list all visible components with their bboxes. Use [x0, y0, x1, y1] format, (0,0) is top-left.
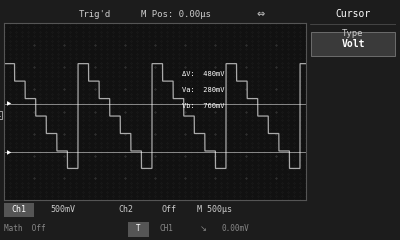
Text: ΔV:  480mV: ΔV: 480mV	[182, 71, 225, 77]
Text: Type: Type	[342, 29, 364, 38]
Text: Ch2: Ch2	[119, 205, 134, 214]
Text: ▶: ▶	[7, 150, 11, 155]
Text: 500mV: 500mV	[51, 205, 76, 214]
Text: Va:  280mV: Va: 280mV	[182, 87, 225, 93]
Text: ▶: ▶	[7, 101, 11, 106]
Text: 0.00mV: 0.00mV	[222, 224, 249, 233]
Text: Math  Off: Math Off	[4, 224, 46, 233]
FancyBboxPatch shape	[311, 32, 395, 56]
Text: Cursor: Cursor	[335, 9, 371, 19]
FancyBboxPatch shape	[4, 203, 34, 217]
Text: M 500μs: M 500μs	[197, 205, 232, 214]
Text: ⇔: ⇔	[257, 9, 265, 19]
Text: Ch1: Ch1	[12, 205, 26, 214]
Text: ↘: ↘	[200, 224, 207, 233]
Text: Trig'd: Trig'd	[78, 10, 111, 19]
Text: T: T	[136, 224, 141, 233]
Text: Vb:  760mV: Vb: 760mV	[182, 103, 225, 109]
Text: Off: Off	[161, 205, 176, 214]
Text: M Pos: 0.00μs: M Pos: 0.00μs	[141, 10, 211, 19]
Text: Volt: Volt	[341, 39, 365, 49]
FancyBboxPatch shape	[128, 222, 149, 237]
Text: CH1: CH1	[160, 224, 174, 233]
Text: 1: 1	[0, 112, 1, 118]
